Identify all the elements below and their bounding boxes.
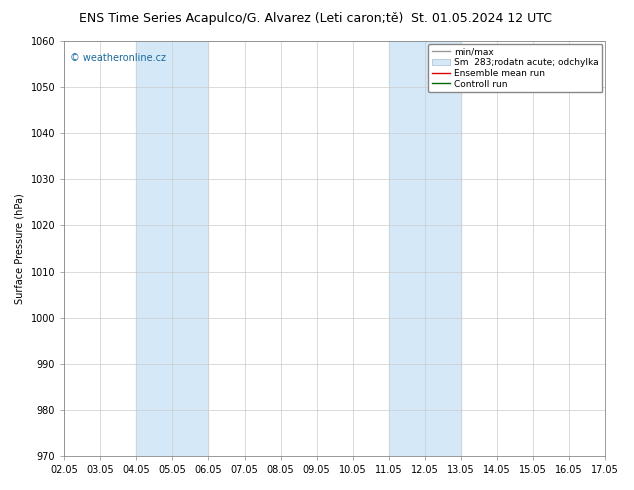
- Bar: [389, 41, 461, 456]
- Text: St. 01.05.2024 12 UTC: St. 01.05.2024 12 UTC: [411, 12, 552, 25]
- Text: ENS Time Series Acapulco/G. Alvarez (Leti caron;tě): ENS Time Series Acapulco/G. Alvarez (Let…: [79, 12, 403, 25]
- Bar: [136, 41, 209, 456]
- Text: © weatheronline.cz: © weatheronline.cz: [70, 53, 165, 64]
- Y-axis label: Surface Pressure (hPa): Surface Pressure (hPa): [15, 193, 25, 304]
- Legend: min/max, Sm  283;rodatn acute; odchylka, Ensemble mean run, Controll run: min/max, Sm 283;rodatn acute; odchylka, …: [428, 44, 602, 93]
